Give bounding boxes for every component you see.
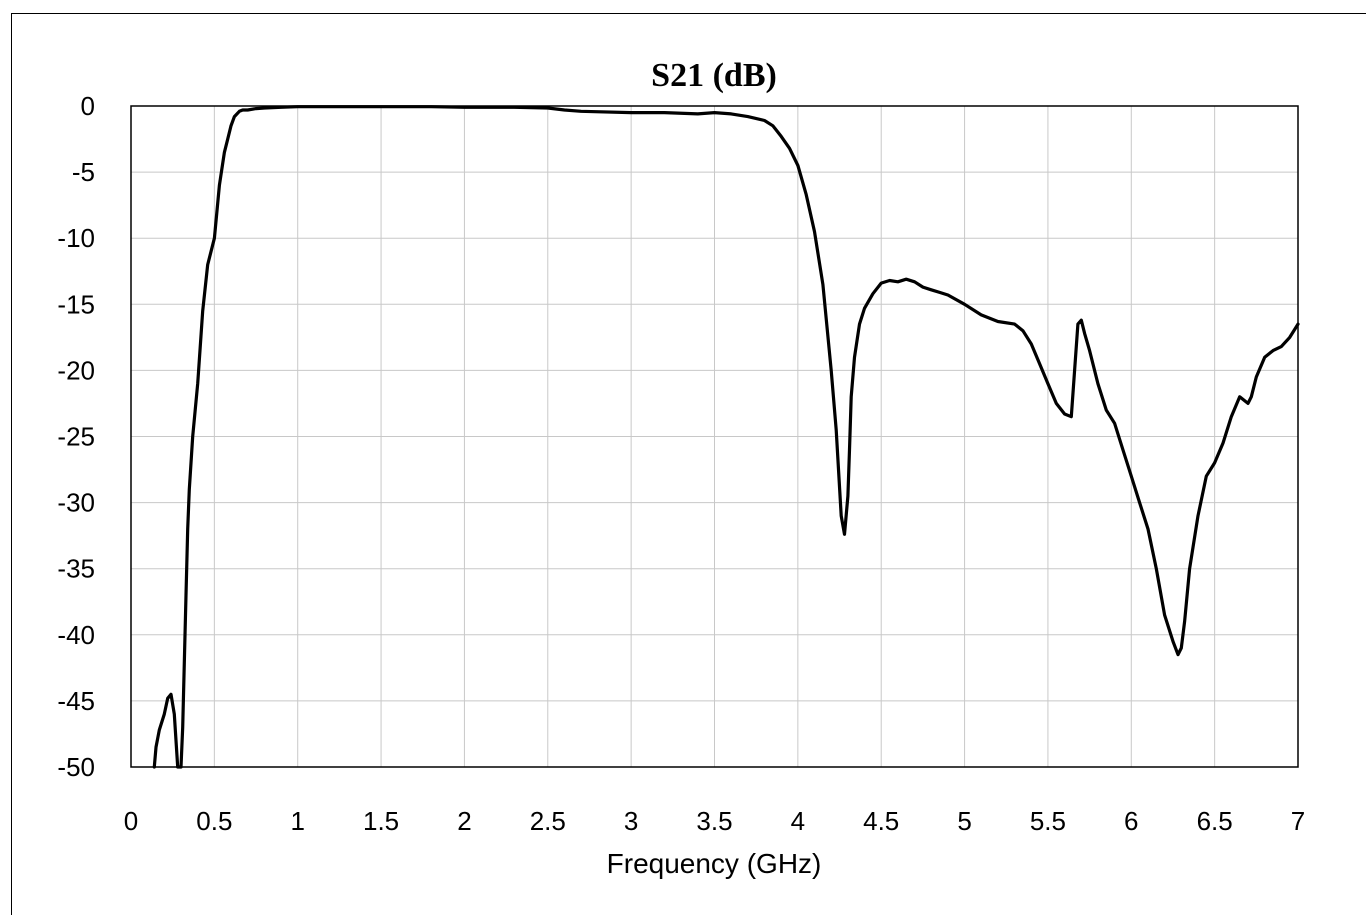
x-tick-label: 5.5 xyxy=(1030,806,1066,836)
y-tick-label: -20 xyxy=(57,355,95,385)
x-tick-label: 3.5 xyxy=(696,806,732,836)
x-tick-labels: 0 0.5 1 1.5 2 2.5 3 3.5 4 4.5 5 5.5 6 6.5 7 xyxy=(124,806,1305,836)
grid xyxy=(130,105,1299,768)
chart-frame xyxy=(11,13,1366,915)
series-layer xyxy=(152,105,1300,769)
x-tick-label: 5 xyxy=(957,806,971,836)
x-tick-label: 4.5 xyxy=(863,806,899,836)
y-tick-label: -15 xyxy=(57,289,95,319)
y-tick-label: -50 xyxy=(57,752,95,782)
x-tick-label: 7 xyxy=(1291,806,1305,836)
y-tick-label: -45 xyxy=(57,686,95,716)
x-tick-label: 6.5 xyxy=(1197,806,1233,836)
y-tick-label: -30 xyxy=(57,488,95,518)
y-tick-label: -40 xyxy=(57,620,95,650)
y-tick-label: -10 xyxy=(57,223,95,253)
y-tick-label: -25 xyxy=(57,422,95,452)
x-tick-label: 6 xyxy=(1124,806,1138,836)
x-tick-label: 4 xyxy=(791,806,805,836)
x-tick-label: 3 xyxy=(624,806,638,836)
x-tick-label: 1 xyxy=(290,806,304,836)
x-tick-label: 2.5 xyxy=(530,806,566,836)
y-tick-label: 0 xyxy=(81,91,95,121)
x-tick-label: 0 xyxy=(124,806,138,836)
chart-title: S21 (dB) xyxy=(651,57,777,94)
x-tick-label: 0.5 xyxy=(196,806,232,836)
y-tick-labels: 0 -5 -10 -15 -20 -25 -30 -35 -40 -45 -50 xyxy=(57,91,95,782)
s21-series-line xyxy=(152,105,1300,769)
x-tick-label: 2 xyxy=(457,806,471,836)
y-tick-label: -35 xyxy=(57,554,95,584)
y-tick-label: -5 xyxy=(72,157,95,187)
x-tick-label: 1.5 xyxy=(363,806,399,836)
x-axis-label: Frequency (GHz) xyxy=(607,848,822,879)
plot-area xyxy=(130,105,1299,768)
